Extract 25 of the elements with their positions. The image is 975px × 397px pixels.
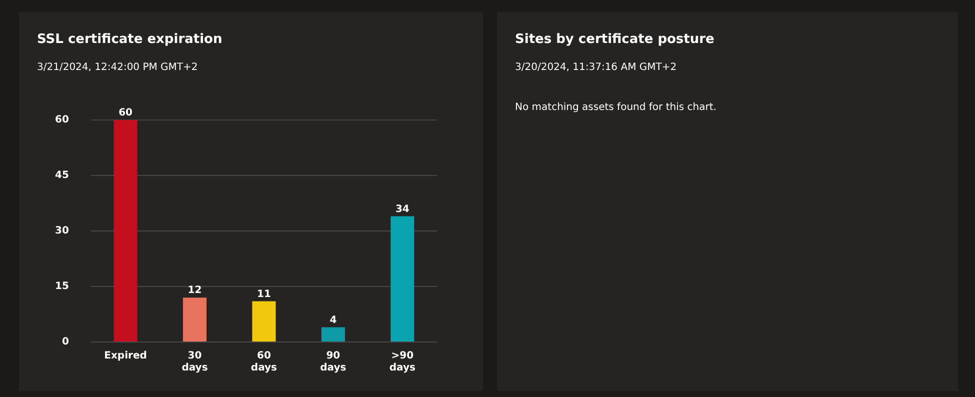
text: No matching assets found for this chart. <box>515 102 716 113</box>
x-tick-label: 60 days <box>250 350 278 374</box>
x-tick-label: 90 days <box>320 350 346 374</box>
bar <box>321 327 345 342</box>
data-label: 60 <box>118 108 133 119</box>
chart-title: SSL certificate expiration <box>37 32 222 47</box>
x-tick-label: 30 days <box>182 350 208 374</box>
bar <box>390 216 414 342</box>
y-tick-label: 45 <box>54 170 69 182</box>
data-label: 34 <box>395 204 410 215</box>
x-tick-label: Expired <box>104 350 147 362</box>
bar <box>182 298 207 342</box>
text: Sites by certificate posture <box>515 32 714 47</box>
y-tick-label: 60 <box>54 114 69 126</box>
data-label: 4 <box>330 314 337 326</box>
text: 3/20/2024, 11:37:16 AM GMT+2 <box>515 62 677 73</box>
y-tick-label: 30 <box>54 226 69 237</box>
y-tick-label: 15 <box>54 281 69 292</box>
chart-subtitle: 3/21/2024, 12:42:00 PM GMT+2 <box>37 62 198 73</box>
bar <box>114 120 138 342</box>
y-tick-label: 0 <box>62 336 69 348</box>
data-label: 12 <box>188 285 202 296</box>
data-label: 11 <box>256 288 271 300</box>
x-tick-label: >90 days <box>389 350 416 374</box>
bar <box>252 301 276 342</box>
